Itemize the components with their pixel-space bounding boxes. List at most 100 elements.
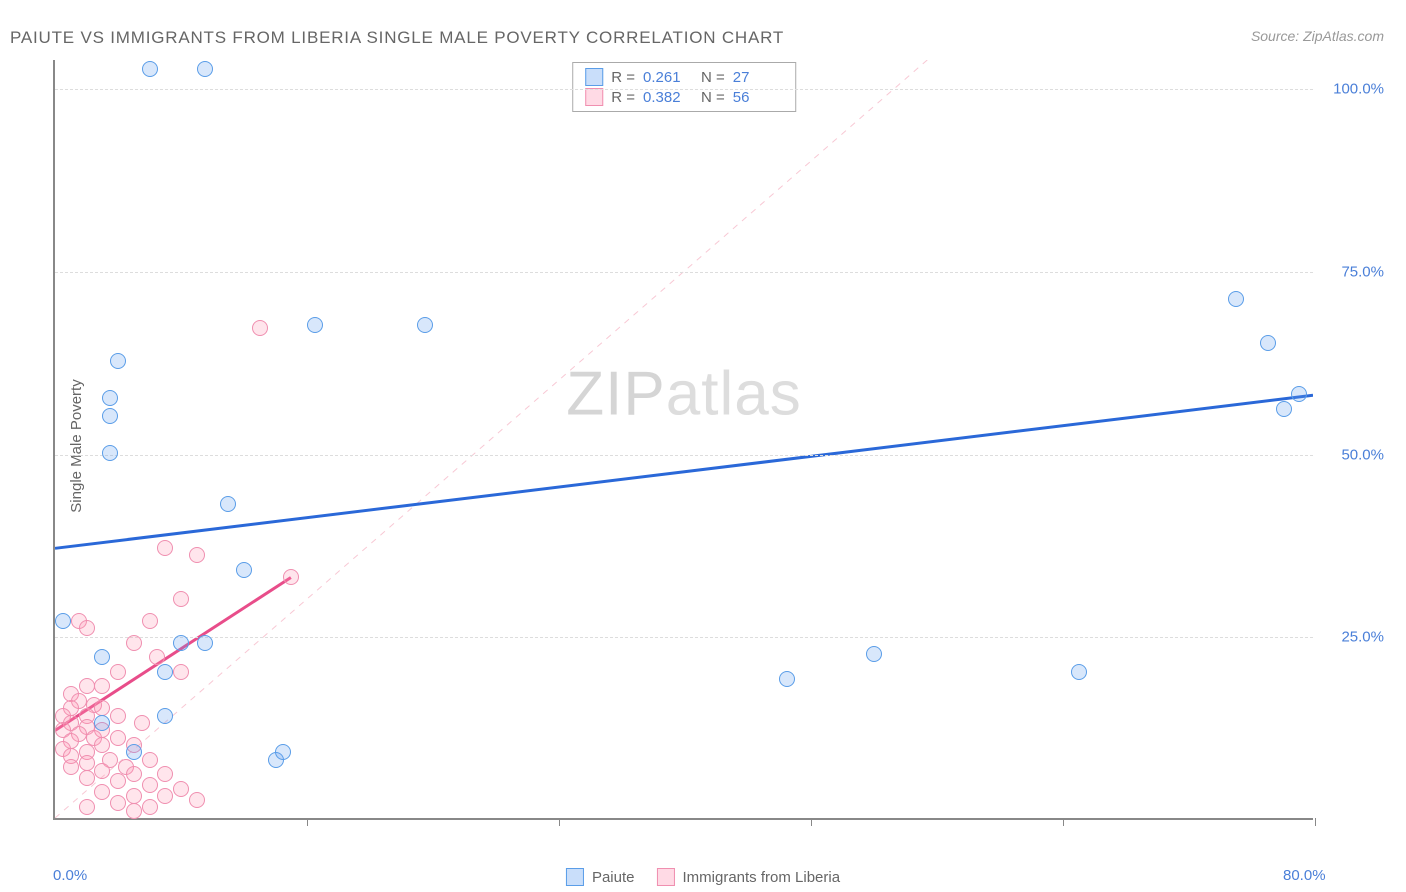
data-point xyxy=(173,781,189,797)
data-point xyxy=(110,708,126,724)
data-point xyxy=(173,635,189,651)
x-tick xyxy=(307,818,308,826)
x-tick xyxy=(1063,818,1064,826)
legend-swatch xyxy=(585,68,603,86)
data-point xyxy=(779,671,795,687)
data-point xyxy=(79,770,95,786)
data-point xyxy=(252,320,268,336)
x-tick-label: 80.0% xyxy=(1283,867,1326,884)
data-point xyxy=(1071,664,1087,680)
legend-label: Immigrants from Liberia xyxy=(683,869,841,886)
r-value: 0.382 xyxy=(643,89,693,106)
data-point xyxy=(79,755,95,771)
stats-row: R = 0.261 N = 27 xyxy=(585,67,783,87)
data-point xyxy=(79,678,95,694)
data-point xyxy=(189,792,205,808)
gridline xyxy=(55,89,1313,90)
data-point xyxy=(142,613,158,629)
data-point xyxy=(55,613,71,629)
data-point xyxy=(94,737,110,753)
y-tick-label: 100.0% xyxy=(1333,81,1384,98)
legend-swatch xyxy=(585,88,603,106)
data-point xyxy=(102,408,118,424)
plot-area: ZIPatlas R = 0.261 N = 27 R = 0.382 N = 56 xyxy=(53,60,1313,820)
data-point xyxy=(142,61,158,77)
data-point xyxy=(94,763,110,779)
data-point xyxy=(157,766,173,782)
data-point xyxy=(283,569,299,585)
n-label: N = xyxy=(701,69,725,86)
data-point xyxy=(102,390,118,406)
legend-item: Immigrants from Liberia xyxy=(657,868,841,886)
legend-swatch xyxy=(657,868,675,886)
data-point xyxy=(307,317,323,333)
y-tick-label: 25.0% xyxy=(1341,629,1384,646)
data-point xyxy=(157,664,173,680)
data-point xyxy=(110,664,126,680)
stats-legend: R = 0.261 N = 27 R = 0.382 N = 56 xyxy=(572,62,796,112)
n-label: N = xyxy=(701,89,725,106)
data-point xyxy=(157,540,173,556)
data-point xyxy=(102,445,118,461)
data-point xyxy=(1260,335,1276,351)
data-point xyxy=(79,620,95,636)
data-point xyxy=(236,562,252,578)
legend-item: Paiute xyxy=(566,868,635,886)
data-point xyxy=(197,635,213,651)
n-value: 27 xyxy=(733,69,783,86)
gridline xyxy=(55,455,1313,456)
r-label: R = xyxy=(611,89,635,106)
data-point xyxy=(134,715,150,731)
gridline xyxy=(55,637,1313,638)
data-point xyxy=(189,547,205,563)
n-value: 56 xyxy=(733,89,783,106)
r-value: 0.261 xyxy=(643,69,693,86)
data-point xyxy=(126,803,142,819)
watermark: ZIPatlas xyxy=(566,358,801,429)
data-point xyxy=(275,744,291,760)
data-point xyxy=(220,496,236,512)
data-point xyxy=(126,766,142,782)
data-point xyxy=(157,788,173,804)
series-legend: Paiute Immigrants from Liberia xyxy=(566,868,840,886)
gridline xyxy=(55,272,1313,273)
data-point xyxy=(1291,386,1307,402)
data-point xyxy=(94,678,110,694)
data-point xyxy=(149,649,165,665)
source-attribution: Source: ZipAtlas.com xyxy=(1251,28,1384,44)
x-tick xyxy=(811,818,812,826)
y-tick-label: 75.0% xyxy=(1341,263,1384,280)
y-tick-label: 50.0% xyxy=(1341,446,1384,463)
x-tick xyxy=(1315,818,1316,826)
data-point xyxy=(142,752,158,768)
data-point xyxy=(1228,291,1244,307)
data-point xyxy=(63,759,79,775)
data-point xyxy=(110,773,126,789)
r-label: R = xyxy=(611,69,635,86)
data-point xyxy=(126,788,142,804)
data-point xyxy=(94,715,110,731)
chart-title: PAIUTE VS IMMIGRANTS FROM LIBERIA SINGLE… xyxy=(10,28,784,48)
data-point xyxy=(110,795,126,811)
data-point xyxy=(94,700,110,716)
x-tick xyxy=(559,818,560,826)
data-point xyxy=(126,635,142,651)
data-point xyxy=(142,777,158,793)
data-point xyxy=(197,61,213,77)
legend-swatch xyxy=(566,868,584,886)
legend-label: Paiute xyxy=(592,869,635,886)
data-point xyxy=(173,664,189,680)
data-point xyxy=(173,591,189,607)
data-point xyxy=(866,646,882,662)
data-point xyxy=(110,353,126,369)
data-point xyxy=(94,649,110,665)
data-point xyxy=(417,317,433,333)
data-point xyxy=(79,799,95,815)
data-point xyxy=(142,799,158,815)
data-point xyxy=(110,730,126,746)
chart-svg xyxy=(55,60,1313,818)
data-point xyxy=(126,744,142,760)
data-point xyxy=(1276,401,1292,417)
data-point xyxy=(94,784,110,800)
data-point xyxy=(157,708,173,724)
